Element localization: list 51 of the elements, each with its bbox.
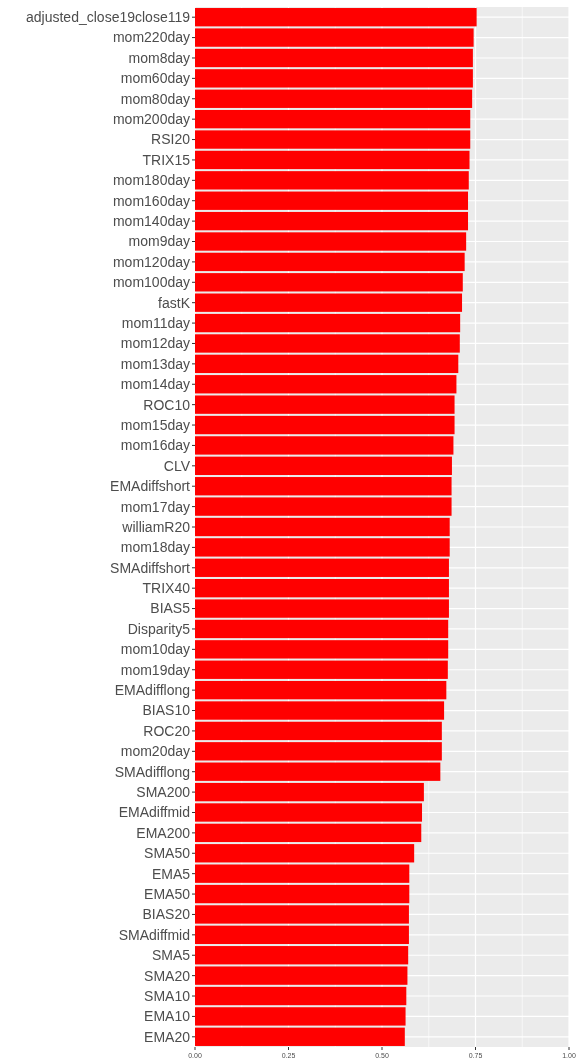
y-tick-label: BIAS20 [142, 906, 191, 923]
y-tick-label: mom8day [128, 49, 190, 66]
y-tick-label: mom12day [120, 335, 190, 352]
y-tick-label: SMA5 [151, 947, 191, 964]
y-tick-label: TRIX40 [142, 580, 191, 597]
y-tick-label: mom13day [120, 355, 190, 372]
y-tick-label: SMA50 [144, 845, 191, 862]
y-tick-label: ROC20 [143, 722, 191, 739]
y-tick-label: EMA50 [144, 885, 191, 902]
y-tick-label: SMA20 [144, 967, 191, 984]
y-tick-label: EMA5 [151, 865, 191, 882]
y-tick-label: SMA10 [144, 987, 191, 1004]
y-tick-label: mom60day [120, 70, 190, 87]
y-tick-label: ROC10 [143, 396, 191, 413]
y-tick-label: mom140day [112, 213, 190, 230]
y-tick-label: mom18day [120, 539, 190, 556]
y-tick-label: mom11day [121, 314, 190, 331]
y-tick-label: TRIX15 [142, 151, 191, 168]
y-tick-label: RSI20 [151, 131, 191, 148]
y-tick-label: mom100day [112, 274, 190, 291]
y-tick-label: fastK [158, 294, 191, 311]
y-tick-label: mom9day [128, 233, 190, 250]
y-tick-label: EMA200 [136, 824, 191, 841]
y-tick-label: EMA10 [144, 1008, 191, 1025]
y-tick-label: adjusted_close19close119 [26, 9, 191, 26]
y-tick-label: mom16day [120, 437, 190, 454]
y-tick-label: mom200day [112, 111, 190, 128]
y-tick-label: mom19day [120, 661, 190, 678]
y-tick-label: BIAS5 [150, 600, 191, 617]
y-tick-label: mom160day [112, 192, 190, 209]
y-tick-label: mom10day [120, 641, 190, 658]
y-tick-label: EMA20 [144, 1028, 191, 1045]
y-tick-label: Disparity5 [127, 620, 191, 637]
y-tick-label: williamR20 [121, 518, 191, 535]
y-tick-label: SMAdifflong [114, 763, 190, 780]
y-tick-label: mom220day [112, 29, 190, 46]
y-tick-label: mom20day [120, 743, 190, 760]
y-tick-label: mom17day [120, 498, 190, 515]
y-tick-label: mom14day [120, 376, 190, 393]
y-tick-label: CLV [163, 457, 191, 474]
y-tick-label: SMA200 [136, 784, 191, 800]
y-tick-label: mom80day [120, 90, 190, 107]
y-tick-label: SMAdiffshort [110, 559, 191, 576]
y-tick-label: SMAdiffmid [118, 926, 190, 943]
y-tick-label: EMAdiffmid [118, 804, 190, 821]
y-tick-label: mom180day [112, 172, 190, 189]
y-tick-label: BIAS10 [142, 702, 191, 719]
y-tick-label: EMAdiffshort [110, 478, 191, 495]
y-tick-label: mom120day [112, 253, 190, 270]
y-tick-label: mom15day [120, 416, 190, 433]
y-tick-label: EMAdifflong [114, 682, 190, 699]
